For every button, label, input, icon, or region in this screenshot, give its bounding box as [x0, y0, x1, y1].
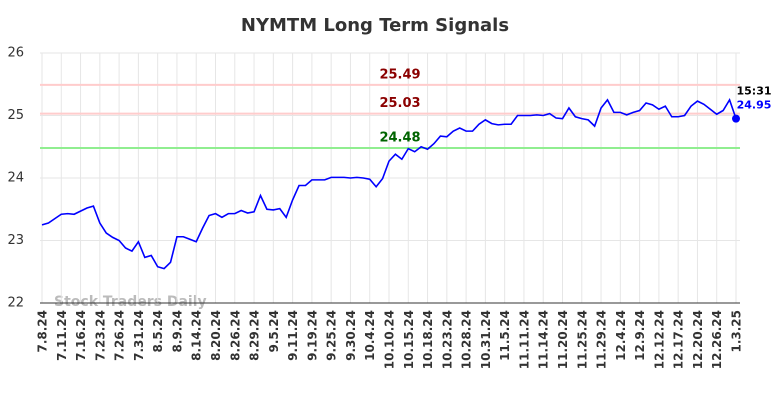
last-point [732, 114, 740, 123]
x-tick-label: 7.11.24 [55, 310, 69, 361]
y-tick-label: 25 [7, 108, 24, 123]
grid [40, 52, 740, 304]
signal-label: 25.49 [379, 67, 420, 82]
x-tick-label: 12.17.24 [672, 310, 686, 369]
x-tick-label: 10.4.24 [363, 310, 377, 361]
x-tick-label: 7.31.24 [132, 310, 146, 361]
x-tick-label: 9.11.24 [286, 310, 300, 361]
x-tick-label: 10.18.24 [421, 310, 435, 369]
x-tick-label: 11.29.24 [595, 310, 609, 369]
signal-label: 24.48 [379, 131, 420, 146]
x-tick-label: 12.4.24 [614, 310, 628, 361]
x-tick-label: 7.16.24 [74, 310, 88, 361]
x-tick-label: 9.25.24 [325, 310, 339, 361]
x-tick-label: 10.10.24 [383, 310, 397, 369]
x-tick-label: 8.29.24 [248, 310, 262, 361]
last-value: 24.95 [737, 99, 772, 112]
x-tick-label: 11.20.24 [556, 310, 570, 369]
y-tick-label: 26 [7, 46, 24, 61]
x-tick-label: 10.28.24 [460, 310, 474, 369]
y-tick-label: 23 [7, 233, 24, 248]
x-tick-label: 9.30.24 [344, 310, 358, 361]
x-tick-label: 8.5.24 [151, 310, 165, 353]
x-tick-label: 8.20.24 [209, 310, 223, 361]
x-tick-label: 9.19.24 [305, 310, 319, 361]
x-tick-label: 9.5.24 [267, 310, 281, 353]
y-tick-label: 22 [7, 296, 24, 311]
price-line [41, 98, 737, 270]
x-tick-label: 12.12.24 [652, 310, 666, 369]
x-tick-label: 7.26.24 [113, 310, 127, 361]
x-tick-label: 10.15.24 [402, 310, 416, 369]
x-tick-label: 12.26.24 [710, 310, 724, 369]
x-tick-label: 7.8.24 [36, 310, 50, 353]
x-tick-label: 12.9.24 [633, 310, 647, 361]
x-tick-label: 11.11.24 [517, 310, 531, 369]
x-tick-label: 1.3.25 [730, 310, 744, 353]
x-tick-label: 11.25.24 [575, 310, 589, 369]
x-tick-label: 8.14.24 [190, 310, 204, 361]
signal-label: 25.03 [379, 96, 420, 111]
x-tick-label: 8.26.24 [228, 310, 242, 361]
x-tick-label: 10.31.24 [479, 310, 493, 369]
watermark: Stock Traders Daily [54, 294, 207, 310]
x-tick-label: 10.23.24 [440, 310, 454, 369]
x-tick-label: 8.9.24 [170, 310, 184, 353]
x-tick-label: 7.23.24 [93, 310, 107, 361]
x-tick-label: 11.14.24 [537, 310, 551, 369]
x-tick-label: 11.5.24 [498, 310, 512, 361]
chart-title: NYMTM Long Term Signals [241, 15, 509, 36]
y-tick-label: 24 [7, 171, 24, 186]
last-time: 15:31 [736, 85, 771, 98]
x-tick-label: 12.20.24 [691, 310, 705, 369]
